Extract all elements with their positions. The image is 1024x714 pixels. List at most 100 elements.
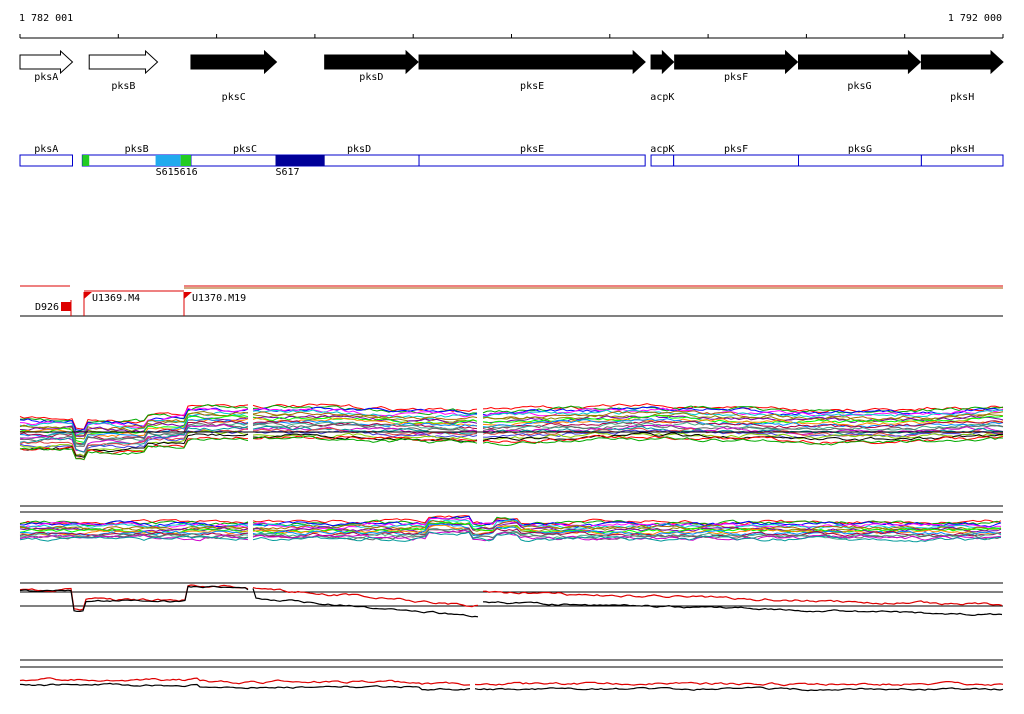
- signal-trace: [252, 520, 1002, 532]
- gene-arrow: [19, 49, 74, 75]
- signal-trace: [252, 409, 478, 419]
- signal-trace: [482, 418, 1004, 428]
- region-block: [155, 155, 181, 166]
- feature-box: [673, 154, 800, 167]
- signal-trace-red: [252, 587, 479, 608]
- signal-trace: [19, 437, 249, 461]
- signal-trace: [252, 430, 478, 438]
- gene-arrow: [674, 49, 799, 75]
- feature-box: [418, 154, 646, 167]
- transcript-label: U1369.M4: [92, 293, 140, 304]
- signal-trace: [252, 435, 478, 442]
- feature-label: pksG: [848, 144, 872, 155]
- signal-trace: [19, 520, 248, 528]
- signal-trace: [19, 410, 249, 440]
- signal-trace-black: [474, 686, 1004, 692]
- gene-arrow: [920, 49, 1004, 75]
- signal-trace-black: [252, 588, 479, 618]
- gene-arrow: [88, 49, 159, 75]
- transcript-label: D926: [35, 302, 59, 313]
- transcript-flag: [84, 292, 92, 299]
- signal-trace: [252, 521, 1002, 535]
- gene-arrow: [190, 49, 278, 75]
- region-block: [180, 155, 191, 166]
- feature-label: pksE: [520, 144, 544, 155]
- feature-label: acpK: [650, 144, 674, 155]
- signal-trace: [19, 436, 249, 461]
- signal-trace: [252, 528, 1002, 540]
- signal-trace: [19, 415, 249, 437]
- signal-track-pair-2: [19, 659, 1004, 692]
- region-label: S615616: [156, 167, 198, 178]
- end-coordinate: 1 792 000: [947, 13, 1002, 24]
- signal-trace: [252, 421, 478, 432]
- gene-label: pksA: [34, 72, 58, 83]
- gene-label: pksE: [520, 81, 544, 92]
- signal-trace: [482, 429, 1004, 439]
- feature-label: pksC: [233, 144, 257, 155]
- gene-arrow: [418, 49, 646, 75]
- feature-box: [650, 154, 675, 167]
- signal-trace: [19, 535, 249, 542]
- coordinate-ruler: [19, 34, 1004, 39]
- signal-trace: [482, 436, 1004, 447]
- signal-trace: [19, 433, 249, 458]
- signal-track-pair: [19, 582, 1003, 618]
- transcript-label: U1370.M19: [192, 293, 246, 304]
- signal-trace: [19, 520, 249, 527]
- signal-trace: [252, 420, 478, 428]
- signal-trace: [482, 424, 1004, 433]
- transcript-flag: [184, 292, 192, 299]
- signal-trace-black: [482, 601, 1003, 617]
- gene-arrow: [324, 49, 419, 75]
- region-block: [275, 155, 325, 166]
- signal-trace: [252, 517, 1002, 530]
- gene-label: pksD: [359, 72, 383, 83]
- signal-trace: [252, 414, 478, 425]
- gene-track: pksA pksB pksC pksD pksE acpK pksF pksG pksH: [19, 49, 1004, 103]
- signal-trace: [252, 432, 478, 441]
- signal-trace: [483, 431, 1004, 440]
- feature-box: [798, 154, 922, 167]
- signal-trace: [19, 420, 249, 446]
- signal-trace: [252, 417, 478, 427]
- feature-label: pksF: [724, 144, 748, 155]
- gene-label: acpK: [650, 92, 674, 103]
- signal-trace-black: [19, 682, 471, 691]
- signal-trace: [252, 531, 1002, 543]
- signal-trace: [482, 415, 1004, 423]
- feature-label: pksA: [34, 144, 58, 155]
- signal-trace: [19, 531, 249, 537]
- signal-trace: [19, 525, 249, 532]
- signal-trace: [252, 416, 478, 426]
- signal-trace: [482, 407, 1004, 417]
- gene-arrow: [798, 49, 922, 75]
- signal-trace: [252, 426, 478, 435]
- signal-trace-red: [474, 681, 1004, 687]
- signal-trace: [482, 420, 1004, 430]
- signal-trace: [482, 434, 1004, 445]
- feature-label: pksH: [950, 144, 974, 155]
- signal-trace: [252, 515, 1002, 528]
- signal-trace: [252, 519, 1002, 530]
- signal-trace: [252, 411, 478, 420]
- region-block: [82, 155, 90, 166]
- signal-trace: [252, 435, 478, 444]
- signal-trace: [19, 525, 249, 532]
- signal-trace: [19, 407, 249, 435]
- signal-trace: [19, 430, 248, 457]
- feature-box: [19, 154, 73, 167]
- signal-trace: [19, 418, 249, 446]
- start-coordinate: 1 782 001: [19, 13, 74, 24]
- signal-trace-black: [19, 585, 249, 612]
- gene-label: pksG: [847, 81, 871, 92]
- region-label: S617: [276, 167, 300, 178]
- signal-track-multi: [19, 403, 1004, 461]
- gene-arrow: [650, 49, 675, 75]
- feature-box: [920, 154, 1004, 167]
- gene-label: pksF: [724, 72, 748, 83]
- signal-trace: [482, 405, 1004, 414]
- gene-label: pksC: [222, 92, 246, 103]
- signal-trace-red: [19, 677, 471, 686]
